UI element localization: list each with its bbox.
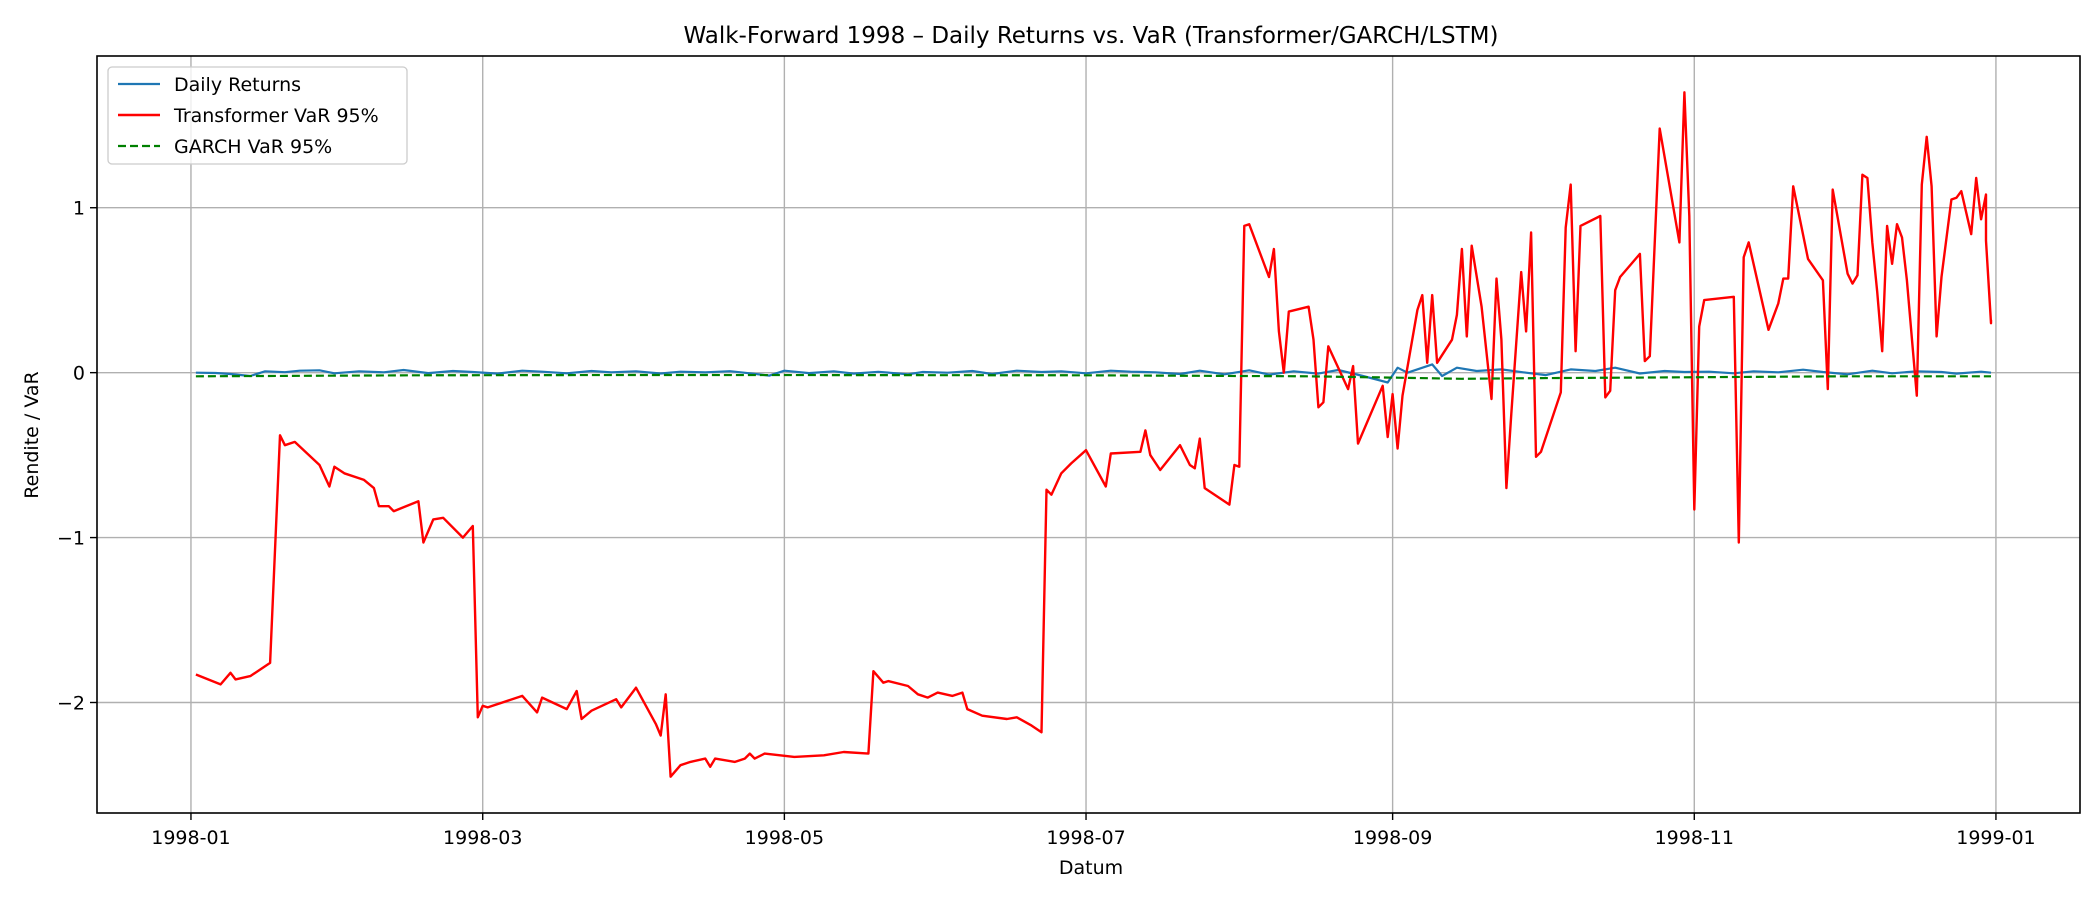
y-tick-label: −1	[57, 528, 85, 550]
x-tick-label: 1998-07	[1046, 827, 1125, 849]
x-tick-label: 1999-01	[1956, 827, 2035, 849]
legend: Daily Returns Transformer VaR 95% GARCH Va…	[107, 66, 408, 165]
y-tick-label: −2	[57, 693, 85, 715]
legend-label-2: GARCH VaR 95%	[174, 136, 332, 158]
legend-label-0: Daily Returns	[174, 74, 301, 96]
series-line-0	[195, 363, 1992, 384]
legend-label-1: Transformer VaR 95%	[173, 105, 379, 127]
axes-frame	[96, 55, 2081, 814]
plot-area: 1998-01 1998-03 1998-05 1998-07 1998-09 1998-…	[57, 55, 2081, 849]
x-tick-label: 1998-11	[1655, 827, 1734, 849]
y-axis-label: Rendite / VaR	[21, 371, 43, 498]
y-tick-label: 1	[73, 198, 85, 220]
x-tick-label: 1998-09	[1353, 827, 1432, 849]
chart-title: Walk-Forward 1998 – Daily Returns vs. Va…	[683, 23, 1498, 49]
y-tick-label: 0	[73, 363, 85, 385]
legend-box	[107, 66, 408, 165]
x-tick-label: 1998-05	[745, 827, 824, 849]
x-tick-label: 1998-03	[443, 827, 522, 849]
x-tick-label: 1998-01	[151, 827, 230, 849]
series-line-2	[195, 373, 1991, 380]
x-axis-label: Datum	[1059, 857, 1123, 879]
series-line-1	[195, 91, 1993, 778]
